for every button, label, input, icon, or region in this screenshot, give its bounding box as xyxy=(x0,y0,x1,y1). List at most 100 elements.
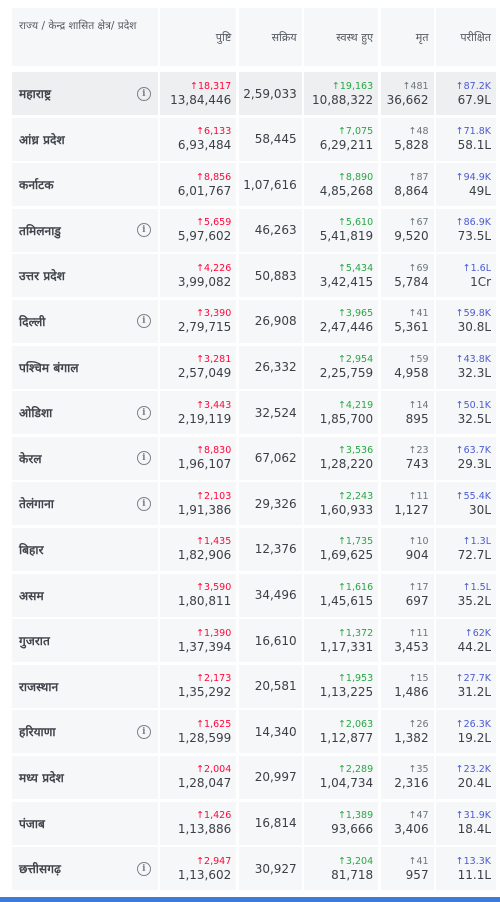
header-state[interactable]: राज्य / केन्द्र शासित क्षेत्र/ प्रदेश xyxy=(12,8,158,66)
header-active[interactable]: सक्रिय xyxy=(238,8,302,66)
state-cell[interactable]: हरियाणा i xyxy=(12,710,158,754)
deceased-delta: ↑11 xyxy=(408,490,429,502)
state-cell[interactable]: बिहार xyxy=(12,527,158,571)
confirmed-cell: ↑2,103 1,91,386 xyxy=(160,482,237,526)
table-row[interactable]: तेलंगाना i ↑2,103 1,91,386 29,326 ↑2,243 1,60,… xyxy=(12,482,497,526)
active-cell: 26,908 xyxy=(238,299,302,343)
active-cell: 34,496 xyxy=(238,573,302,617)
header-tested[interactable]: परीक्षित xyxy=(436,8,497,66)
state-cell[interactable]: असम xyxy=(12,573,158,617)
active-cell: 1,07,616 xyxy=(238,163,302,207)
table-row[interactable]: आंध्र प्रदेश ↑6,133 6,93,484 58,445 ↑7,075 6,… xyxy=(12,117,497,161)
table-row[interactable]: असम ↑3,590 1,80,811 34,496 ↑1,616 1,45,615 ↑17… xyxy=(12,573,497,617)
table-row[interactable]: तमिलनाडु i ↑5,659 5,97,602 46,263 ↑5,610 5,41,… xyxy=(12,208,497,252)
state-cell[interactable]: मध्य प्रदेश xyxy=(12,755,158,799)
recovered-delta: ↑1,389 xyxy=(337,810,374,821)
table-row[interactable]: राजस्थान ↑2,173 1,35,292 20,581 ↑1,953 1,13,2… xyxy=(12,664,497,708)
table-row[interactable]: हरियाणा i ↑1,625 1,28,599 14,340 ↑2,063 1,12,8… xyxy=(12,710,497,754)
tested-delta: ↑63.7K xyxy=(455,445,492,457)
confirmed-value: 1,28,599 xyxy=(177,730,232,745)
recovered-cell: ↑1,616 1,45,615 xyxy=(304,573,379,617)
confirmed-delta: ↑2,004 xyxy=(196,764,232,776)
recovered-delta: ↑2,954 xyxy=(337,354,374,366)
table-row[interactable]: पश्चिम बंगाल ↑3,281 2,57,049 26,332 ↑2,954 2,… xyxy=(12,345,497,389)
table-row[interactable]: गुजरात ↑1,390 1,37,394 16,610 ↑1,372 1,17,331… xyxy=(12,619,497,663)
state-cell[interactable]: केरल i xyxy=(12,436,158,480)
info-icon[interactable]: i xyxy=(136,861,151,876)
header-confirmed[interactable]: पुष्टि xyxy=(160,8,237,66)
state-cell[interactable]: तमिलनाडु i xyxy=(12,208,158,252)
table-row[interactable]: पंजाब ↑1,426 1,13,886 16,814 ↑1,389 93,666 ↑47… xyxy=(12,801,497,845)
confirmed-delta: ↑5,659 xyxy=(196,217,232,229)
recovered-delta: ↑8,890 xyxy=(337,171,374,183)
table-row[interactable]: मध्य प्रदेश ↑2,004 1,28,047 20,997 ↑2,289 1,0… xyxy=(12,755,497,799)
deceased-value: 5,361 xyxy=(394,320,429,335)
recovered-value: 2,47,446 xyxy=(319,320,374,335)
deceased-delta: ↑23 xyxy=(408,445,429,457)
state-cell[interactable]: पश्चिम बंगाल xyxy=(12,345,158,389)
header-recovered[interactable]: स्वस्थ हुए xyxy=(304,8,379,66)
state-name: हरियाणा xyxy=(19,725,56,740)
state-cell[interactable]: ओडिशा i xyxy=(12,391,158,435)
recovered-value: 1,69,625 xyxy=(319,548,374,563)
active-cell: 30,927 xyxy=(238,847,302,891)
tested-cell: ↑55.4K 30L xyxy=(436,482,497,526)
table-row[interactable]: बिहार ↑1,435 1,82,906 12,376 ↑1,735 1,69,625 ↑… xyxy=(12,527,497,571)
deceased-value: 36,662 xyxy=(386,92,429,107)
deceased-cell: ↑14 895 xyxy=(380,391,434,435)
confirmed-cell: ↑1,426 1,13,886 xyxy=(160,801,237,845)
state-name: कर्नाटक xyxy=(19,178,54,193)
state-name: केरल xyxy=(19,451,42,466)
info-icon[interactable]: i xyxy=(136,86,151,101)
confirmed-delta: ↑1,390 xyxy=(196,627,232,639)
info-icon[interactable]: i xyxy=(136,314,151,329)
confirmed-value: 1,13,602 xyxy=(177,867,232,882)
state-cell[interactable]: दिल्ली i xyxy=(12,299,158,343)
table-row[interactable]: दिल्ली i ↑3,390 2,79,715 26,908 ↑3,965 2,47,44… xyxy=(12,299,497,343)
info-icon[interactable]: i xyxy=(136,451,151,466)
recovered-delta: ↑3,965 xyxy=(337,308,374,320)
recovered-value: 2,25,759 xyxy=(319,366,374,381)
recovered-value: 4,85,268 xyxy=(319,183,374,198)
info-icon[interactable]: i xyxy=(136,223,151,238)
state-cell[interactable]: राजस्थान xyxy=(12,664,158,708)
recovered-cell: ↑1,953 1,13,225 xyxy=(304,664,379,708)
deceased-delta: ↑35 xyxy=(408,764,429,776)
tested-value: 35.2L xyxy=(457,594,492,609)
confirmed-delta: ↑8,830 xyxy=(196,445,232,457)
recovered-cell: ↑3,536 1,28,220 xyxy=(304,436,379,480)
table-row[interactable]: ओडिशा i ↑3,443 2,19,119 32,524 ↑4,219 1,85,700… xyxy=(12,391,497,435)
info-icon[interactable]: i xyxy=(136,724,151,739)
info-icon[interactable]: i xyxy=(136,496,151,511)
recovered-value: 1,60,933 xyxy=(319,502,374,517)
table-row[interactable]: महाराष्ट्र i ↑18,317 13,84,446 2,59,033 ↑19,1… xyxy=(12,72,496,115)
state-name: असम xyxy=(19,588,44,603)
deceased-cell: ↑17 697 xyxy=(380,573,434,617)
state-cell[interactable]: कर्नाटक xyxy=(12,163,158,207)
state-cell[interactable]: पंजाब xyxy=(12,801,158,845)
tested-delta: ↑62K xyxy=(464,627,492,639)
state-cell[interactable]: उत्तर प्रदेश xyxy=(12,254,158,298)
recovered-cell: ↑5,434 3,42,415 xyxy=(304,254,379,298)
confirmed-value: 2,19,119 xyxy=(177,411,232,426)
deceased-value: 743 xyxy=(405,457,429,472)
state-cell[interactable]: छत्तीसगढ़ i xyxy=(12,847,158,891)
table-row[interactable]: कर्नाटक ↑8,856 6,01,767 1,07,616 ↑8,890 4,85,… xyxy=(12,163,496,207)
deceased-delta: ↑87 xyxy=(408,171,429,183)
recovered-delta: ↑1,372 xyxy=(337,627,374,639)
info-icon[interactable]: i xyxy=(136,405,151,420)
header-deceased[interactable]: मृत xyxy=(380,8,434,66)
tested-delta: ↑27.7K xyxy=(455,673,492,685)
recovered-cell: ↑1,389 93,666 xyxy=(304,801,379,845)
state-cell[interactable]: आंध्र प्रदेश xyxy=(12,117,158,161)
state-name: राजस्थान xyxy=(19,679,59,694)
deceased-value: 904 xyxy=(405,548,429,563)
table-row[interactable]: केरल i ↑8,830 1,96,107 67,062 ↑3,536 1,28,220 ↑… xyxy=(12,436,497,480)
state-cell[interactable]: गुजरात xyxy=(12,619,158,663)
tested-delta: ↑86.9K xyxy=(455,217,492,229)
table-row[interactable]: छत्तीसगढ़ i ↑2,947 1,13,602 30,927 ↑3,204 81,7… xyxy=(12,847,497,891)
table-row[interactable]: उत्तर प्रदेश ↑4,226 3,99,082 50,883 ↑5,434 3,… xyxy=(12,254,497,298)
recovered-delta: ↑3,204 xyxy=(337,855,374,867)
state-cell[interactable]: तेलंगाना i xyxy=(12,482,158,526)
state-cell[interactable]: महाराष्ट्र i xyxy=(12,72,158,115)
